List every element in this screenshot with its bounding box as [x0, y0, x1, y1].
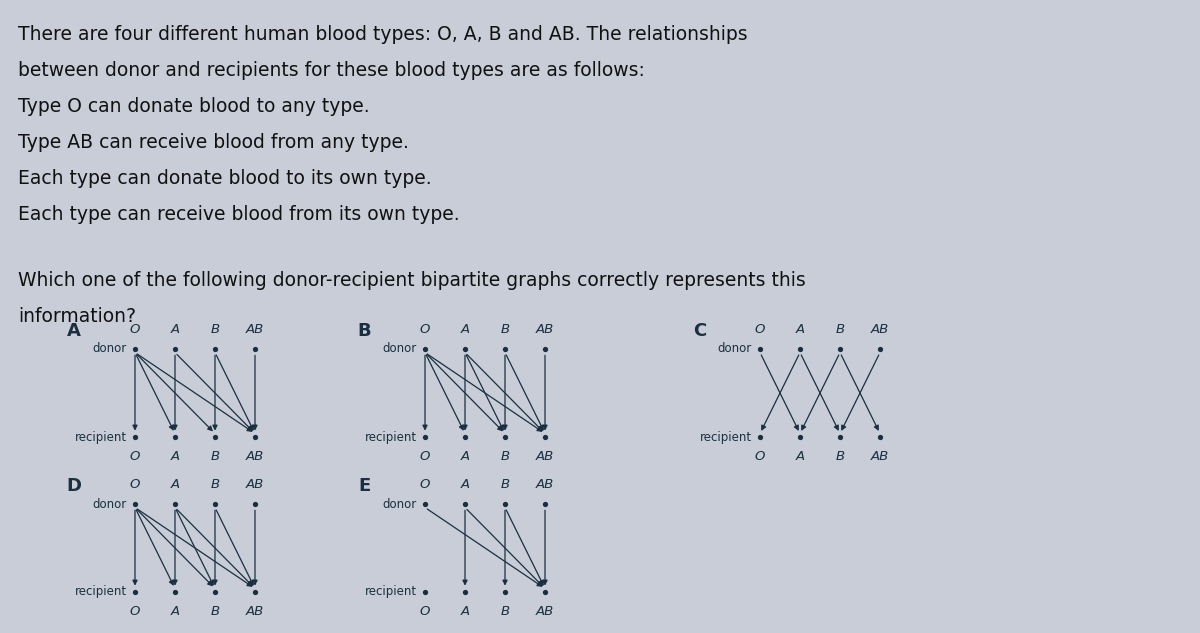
Text: A: A [461, 605, 469, 618]
Text: B: B [210, 478, 220, 491]
Text: Type O can donate blood to any type.: Type O can donate blood to any type. [18, 97, 370, 116]
Text: B: B [358, 322, 371, 340]
Text: A: A [67, 322, 80, 340]
Text: O: O [130, 450, 140, 463]
Text: Each type can donate blood to its own type.: Each type can donate blood to its own ty… [18, 169, 432, 188]
Text: donor: donor [383, 498, 418, 510]
Text: AB: AB [246, 323, 264, 336]
Text: D: D [66, 477, 80, 495]
Text: A: A [461, 450, 469, 463]
Text: B: B [210, 450, 220, 463]
Text: A: A [170, 478, 180, 491]
Text: A: A [796, 323, 804, 336]
Text: AB: AB [871, 450, 889, 463]
Text: donor: donor [92, 342, 127, 356]
Text: AB: AB [871, 323, 889, 336]
Text: AB: AB [246, 450, 264, 463]
Text: A: A [796, 450, 804, 463]
Text: O: O [130, 478, 140, 491]
Text: B: B [500, 323, 510, 336]
Text: AB: AB [536, 478, 554, 491]
Text: recipient: recipient [700, 430, 752, 444]
Text: O: O [755, 323, 766, 336]
Text: between donor and recipients for these blood types are as follows:: between donor and recipients for these b… [18, 61, 644, 80]
Text: recipient: recipient [365, 586, 418, 598]
Text: O: O [755, 450, 766, 463]
Text: donor: donor [92, 498, 127, 510]
Text: There are four different human blood types: O, A, B and AB. The relationships: There are four different human blood typ… [18, 25, 748, 44]
Text: A: A [170, 450, 180, 463]
Text: B: B [210, 323, 220, 336]
Text: B: B [210, 605, 220, 618]
Text: B: B [500, 605, 510, 618]
Text: Each type can receive blood from its own type.: Each type can receive blood from its own… [18, 205, 460, 224]
Text: AB: AB [536, 323, 554, 336]
Text: donor: donor [718, 342, 752, 356]
Text: A: A [170, 605, 180, 618]
Text: recipient: recipient [74, 430, 127, 444]
Text: B: B [835, 450, 845, 463]
Text: O: O [420, 450, 430, 463]
Text: recipient: recipient [365, 430, 418, 444]
Text: A: A [170, 323, 180, 336]
Text: Which one of the following donor-recipient bipartite graphs correctly represents: Which one of the following donor-recipie… [18, 271, 805, 290]
Text: AB: AB [246, 605, 264, 618]
Text: C: C [692, 322, 706, 340]
Text: B: B [500, 478, 510, 491]
Text: A: A [461, 323, 469, 336]
Text: O: O [420, 323, 430, 336]
Text: Type AB can receive blood from any type.: Type AB can receive blood from any type. [18, 133, 409, 152]
Text: recipient: recipient [74, 586, 127, 598]
Text: A: A [461, 478, 469, 491]
Text: information?: information? [18, 307, 136, 326]
Text: AB: AB [246, 478, 264, 491]
Text: O: O [420, 605, 430, 618]
Text: AB: AB [536, 605, 554, 618]
Text: O: O [130, 323, 140, 336]
Text: O: O [130, 605, 140, 618]
Text: B: B [835, 323, 845, 336]
Text: E: E [359, 477, 371, 495]
Text: B: B [500, 450, 510, 463]
Text: AB: AB [536, 450, 554, 463]
Text: O: O [420, 478, 430, 491]
Text: donor: donor [383, 342, 418, 356]
